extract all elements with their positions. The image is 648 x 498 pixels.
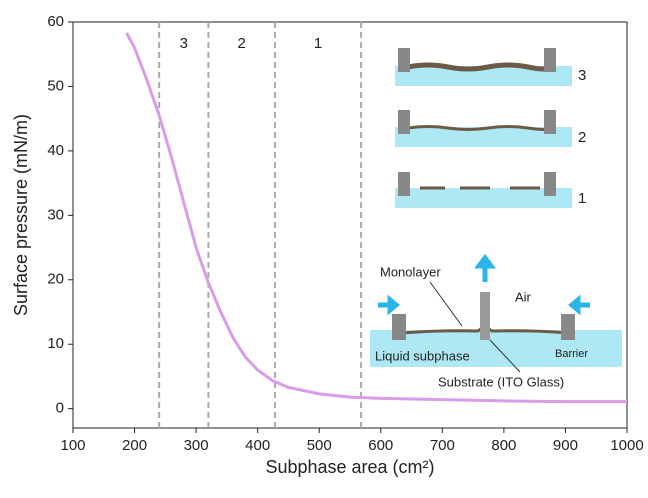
y-tick-label: 0 <box>56 400 64 417</box>
barrier <box>561 314 575 340</box>
stack-label: 1 <box>578 190 586 207</box>
barrier <box>544 172 556 196</box>
x-tick-label: 400 <box>245 437 270 454</box>
arrow <box>474 253 496 282</box>
leader <box>489 339 521 373</box>
arrow <box>568 294 590 316</box>
arrow <box>378 294 400 316</box>
x-tick-label: 900 <box>553 437 578 454</box>
tank <box>395 66 572 86</box>
tank <box>395 127 572 147</box>
y-tick-label: 30 <box>47 206 64 223</box>
monolayer-label: Monolayer <box>380 264 441 279</box>
region-label: 1 <box>314 35 322 52</box>
x-tick-label: 200 <box>122 437 147 454</box>
air-label: Air <box>515 289 532 304</box>
barrier <box>544 110 556 134</box>
x-tick-label: 600 <box>368 437 393 454</box>
tank <box>370 330 622 367</box>
plot-frame <box>72 21 628 429</box>
barrier <box>398 48 410 72</box>
y-tick-label: 20 <box>47 271 64 288</box>
stack-label: 3 <box>578 67 586 84</box>
x-tick-label: 100 <box>60 437 85 454</box>
x-tick-label: 1000 <box>610 437 643 454</box>
liquid-label: Liquid subphase <box>375 348 470 363</box>
film <box>407 62 551 72</box>
curve <box>125 32 627 404</box>
y-tick-label: 60 <box>47 13 64 30</box>
barrier <box>544 48 556 72</box>
barrier-label: Barrier <box>555 348 588 360</box>
region-label: 3 <box>180 35 188 52</box>
y-tick-label: 50 <box>47 77 64 94</box>
tank <box>395 188 572 208</box>
x-axis-label: Subphase area (cm²) <box>265 457 434 477</box>
stack-label: 2 <box>578 129 586 146</box>
x-tick-label: 500 <box>307 437 332 454</box>
inset: 3 2 1 Monolayer Air Liquid subphase Barr… <box>370 48 622 389</box>
x-tick-label: 800 <box>491 437 516 454</box>
leader <box>429 281 463 327</box>
region-label: 2 <box>237 35 245 52</box>
substrate <box>480 292 490 340</box>
y-tick-label: 10 <box>47 335 64 352</box>
x-tick-label: 300 <box>184 437 209 454</box>
barrier <box>392 314 406 340</box>
y-tick-label: 40 <box>47 142 64 159</box>
y-axis-label: Surface pressure (mN/m) <box>11 114 31 316</box>
barrier <box>398 110 410 134</box>
film <box>407 125 550 131</box>
x-tick-label: 700 <box>430 437 455 454</box>
barrier <box>398 172 410 196</box>
substrate-label: Substrate (ITO Glass) <box>438 374 564 389</box>
